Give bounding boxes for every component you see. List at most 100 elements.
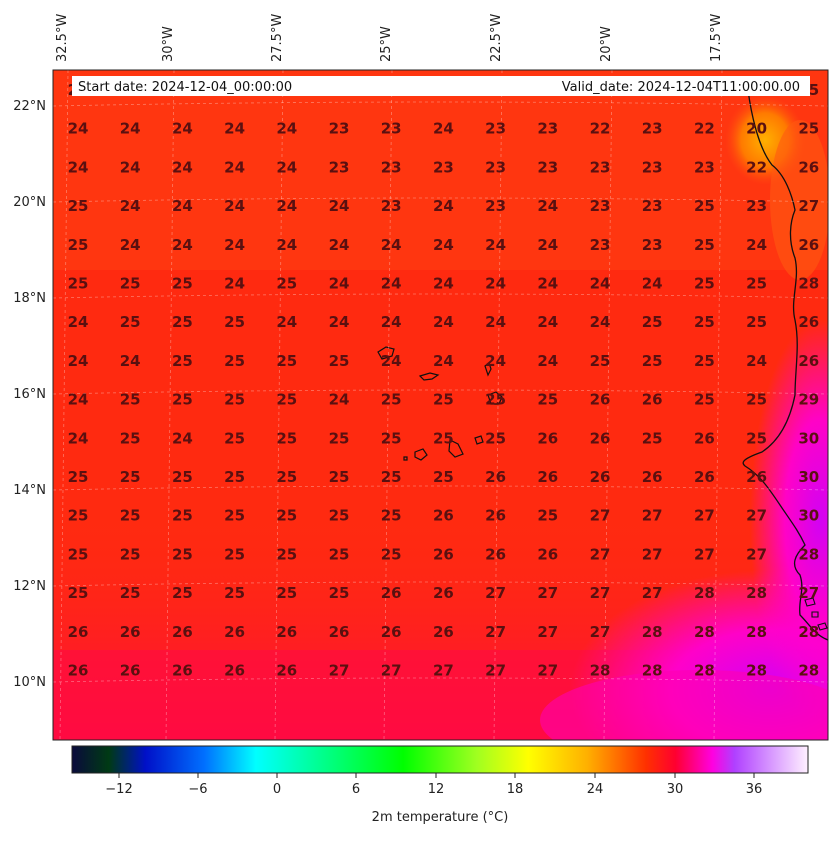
temp-label: 25 (329, 507, 350, 525)
temp-label: 25 (68, 507, 89, 525)
temp-label: 25 (120, 468, 141, 486)
temp-label: 28 (590, 662, 611, 680)
temp-label: 26 (537, 468, 558, 486)
temp-label: 25 (68, 545, 89, 563)
temp-label: 25 (694, 236, 715, 254)
temp-label: 24 (172, 158, 193, 176)
temp-label: 27 (746, 545, 767, 563)
temp-label: 23 (381, 197, 402, 215)
island-sao-vicente (418, 372, 440, 381)
temp-label: 27 (798, 584, 819, 602)
temp-label: 27 (537, 662, 558, 680)
island-group-bijagos (804, 597, 828, 631)
temp-label: 24 (172, 236, 193, 254)
parallel-line (53, 101, 828, 107)
temp-label: 24 (276, 236, 297, 254)
colorbar-tick-label: 12 (428, 782, 445, 797)
temp-label: 25 (276, 545, 297, 563)
colorbar-tick-label: 24 (587, 782, 604, 797)
longitude-label: 17.5°W (709, 14, 724, 62)
colorbar (71, 745, 809, 774)
temp-label: 25 (590, 352, 611, 370)
temp-label: 24 (276, 313, 297, 331)
temp-label: 24 (172, 120, 193, 138)
temp-label: 24 (381, 352, 402, 370)
temp-label: 23 (485, 120, 506, 138)
temp-label: 25 (329, 468, 350, 486)
longitude-label: 25°W (379, 26, 394, 62)
temp-label: 26 (329, 623, 350, 641)
temp-label: 25 (68, 236, 89, 254)
meridian-line (383, 70, 393, 740)
temp-label: 25 (485, 429, 506, 447)
temp-label: 27 (746, 507, 767, 525)
longitude-label: 32.5°W (55, 14, 70, 62)
temp-label: 25 (172, 584, 193, 602)
temp-label: 24 (224, 275, 245, 293)
temp-label: 25 (433, 391, 454, 409)
temp-label: 28 (798, 623, 819, 641)
temp-label: 27 (642, 545, 663, 563)
temp-label: 24 (224, 158, 245, 176)
temp-label: 28 (746, 584, 767, 602)
temp-label: 24 (224, 236, 245, 254)
latitude-labels: 22°N 20°N 18°N 16°N 14°N 12°N 10°N (13, 99, 46, 690)
temp-label: 23 (694, 158, 715, 176)
temp-label: 27 (590, 507, 611, 525)
temp-label: 27 (485, 584, 506, 602)
temp-label: 25 (329, 352, 350, 370)
temp-label: 24 (590, 313, 611, 331)
latitude-label: 18°N (13, 291, 46, 306)
temp-label: 23 (329, 120, 350, 138)
temp-label: 26 (433, 623, 454, 641)
temp-label: 23 (746, 197, 767, 215)
temp-label: 27 (642, 507, 663, 525)
temp-label: 25 (746, 313, 767, 331)
parallel-line (53, 677, 828, 683)
longitude-label: 27.5°W (270, 14, 285, 62)
temp-label: 25 (224, 545, 245, 563)
temp-label: 25 (68, 197, 89, 215)
temp-label: 24 (433, 197, 454, 215)
temp-label: 24 (329, 197, 350, 215)
temp-label: 25 (642, 313, 663, 331)
temp-label: 25 (329, 584, 350, 602)
temp-label: 22 (590, 120, 611, 138)
temp-label: 23 (433, 158, 454, 176)
temp-label: 26 (224, 662, 245, 680)
temp-label: 22 (694, 120, 715, 138)
island-santiago (448, 439, 464, 458)
temp-label: 24 (172, 197, 193, 215)
temp-label: 24 (537, 236, 558, 254)
temp-label: 26 (485, 507, 506, 525)
temp-label: 25 (276, 352, 297, 370)
temp-label: 23 (381, 158, 402, 176)
temp-label: 23 (381, 120, 402, 138)
temp-label: 22 (746, 158, 767, 176)
longitude-label: 22.5°W (489, 14, 504, 62)
temp-label: 23 (642, 197, 663, 215)
temp-label: 25 (68, 584, 89, 602)
temp-label: 24 (381, 275, 402, 293)
island-fogo (414, 448, 428, 461)
valid-date: Valid_date: 2024-12-04T11:00:00.00 (562, 80, 800, 95)
temp-label: 26 (642, 468, 663, 486)
temp-label: 27 (381, 662, 402, 680)
meridian-line (603, 70, 613, 740)
colorbar-tick-label: 6 (352, 782, 360, 797)
temperature-labels: 24 24 24 24 24 24 23 23 23 23 23 23 22 25 25 24 24 24 24 24… (68, 81, 820, 680)
temp-label: 24 (433, 236, 454, 254)
temp-label: 26 (746, 468, 767, 486)
temp-label: 27 (694, 545, 715, 563)
colorbar-tick-label: 18 (507, 782, 524, 797)
temp-label: 25 (381, 507, 402, 525)
temp-label: 28 (642, 623, 663, 641)
latitude-label: 14°N (13, 483, 46, 498)
temp-label: 28 (798, 545, 819, 563)
temp-label: 26 (590, 429, 611, 447)
temp-label: 25 (485, 391, 506, 409)
temp-label: 25 (172, 275, 193, 293)
temp-label: 24 (329, 236, 350, 254)
temp-label: 24 (485, 352, 506, 370)
temp-label: 25 (276, 275, 297, 293)
